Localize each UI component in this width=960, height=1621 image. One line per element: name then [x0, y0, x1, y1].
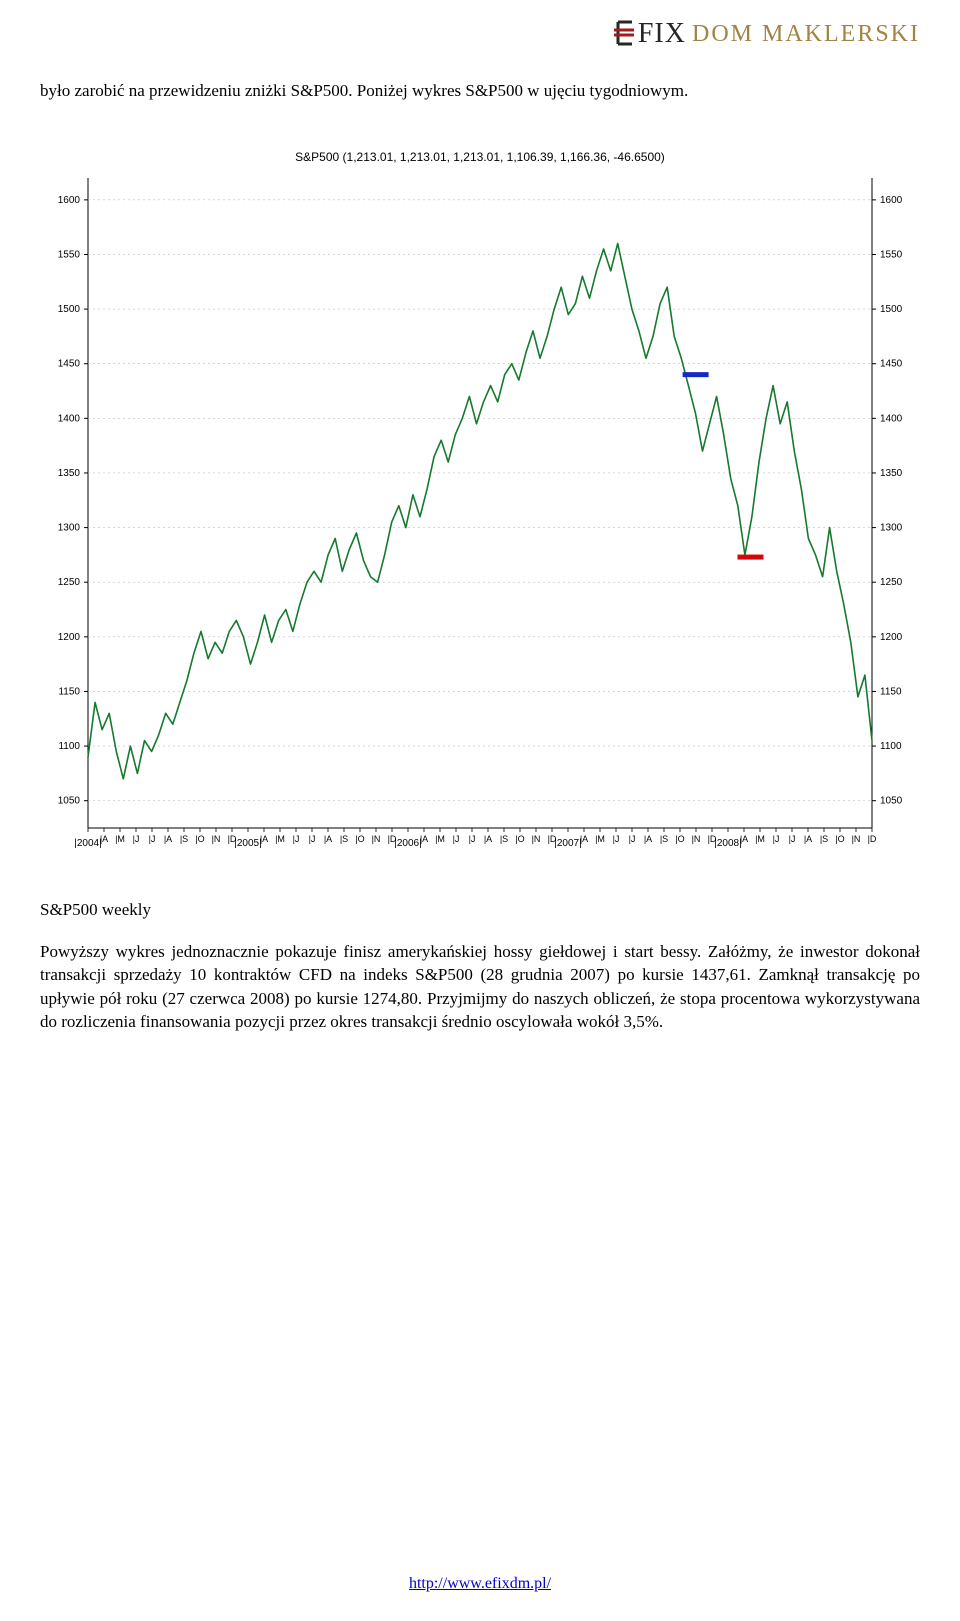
svg-text:|S: |S — [820, 834, 828, 844]
brand-efix: FIX — [614, 18, 686, 50]
svg-text:|M: |M — [435, 834, 445, 844]
svg-text:1050: 1050 — [58, 796, 81, 807]
footer: http://www.efixdm.pl/ — [0, 1575, 960, 1593]
svg-text:|N: |N — [372, 834, 381, 844]
svg-text:|M: |M — [595, 834, 605, 844]
svg-text:1100: 1100 — [880, 741, 902, 752]
svg-text:|A: |A — [164, 834, 172, 844]
svg-text:1150: 1150 — [880, 686, 902, 697]
svg-text:|S: |S — [500, 834, 508, 844]
svg-text:1450: 1450 — [880, 359, 903, 370]
svg-text:1100: 1100 — [58, 741, 80, 752]
svg-text:1200: 1200 — [58, 632, 81, 643]
svg-text:|J: |J — [293, 834, 300, 844]
svg-text:|N: |N — [212, 834, 221, 844]
intro-paragraph: było zarobić na przewidzeniu zniżki S&P5… — [40, 80, 920, 103]
svg-text:|J: |J — [613, 834, 620, 844]
svg-text:|N: |N — [532, 834, 541, 844]
svg-text:|J: |J — [149, 834, 156, 844]
svg-text:|A: |A — [260, 834, 268, 844]
svg-text:|J: |J — [629, 834, 636, 844]
svg-text:|S: |S — [180, 834, 188, 844]
svg-text:1400: 1400 — [880, 413, 903, 424]
svg-text:|A: |A — [484, 834, 492, 844]
svg-text:1550: 1550 — [880, 249, 903, 260]
brand-logo: FIX DOM MAKLERSKI — [614, 18, 920, 50]
svg-text:|J: |J — [469, 834, 476, 844]
svg-text:1500: 1500 — [880, 304, 903, 315]
svg-text:|A: |A — [420, 834, 428, 844]
svg-text:|A: |A — [804, 834, 812, 844]
svg-text:1500: 1500 — [58, 304, 81, 315]
svg-text:|S: |S — [660, 834, 668, 844]
svg-text:|A: |A — [644, 834, 652, 844]
svg-text:1150: 1150 — [58, 686, 80, 697]
svg-text:|J: |J — [309, 834, 316, 844]
brand-efix-text: FIX — [638, 18, 686, 49]
svg-text:1400: 1400 — [58, 413, 81, 424]
svg-text:|O: |O — [835, 834, 844, 844]
svg-text:1250: 1250 — [880, 577, 903, 588]
footer-url-link[interactable]: http://www.efixdm.pl/ — [409, 1575, 551, 1592]
svg-text:|J: |J — [453, 834, 460, 844]
svg-text:|O: |O — [675, 834, 684, 844]
svg-text:|O: |O — [515, 834, 524, 844]
brand-dom-text: DOM MAKLERSKI — [692, 21, 920, 48]
sp500-line-chart: 1050 1050 1100 1100 1150 1150 1200 1200 1250 1250… — [40, 168, 920, 868]
svg-text:1550: 1550 — [58, 249, 81, 260]
analysis-paragraph: Powyższy wykres jednoznacznie pokazuje f… — [40, 940, 920, 1034]
svg-text:|O: |O — [355, 834, 364, 844]
svg-text:|M: |M — [755, 834, 765, 844]
svg-text:1050: 1050 — [880, 796, 903, 807]
svg-text:|2004|: |2004| — [74, 838, 101, 849]
logo-e-icon — [614, 20, 636, 46]
svg-text:|2006|: |2006| — [394, 838, 421, 849]
svg-text:|A: |A — [740, 834, 748, 844]
svg-text:|J: |J — [133, 834, 140, 844]
svg-text:|N: |N — [852, 834, 861, 844]
svg-text:|2008|: |2008| — [714, 838, 741, 849]
svg-text:1450: 1450 — [58, 359, 81, 370]
svg-text:|J: |J — [773, 834, 780, 844]
svg-text:1600: 1600 — [58, 195, 81, 206]
svg-text:|J: |J — [789, 834, 796, 844]
svg-text:|O: |O — [195, 834, 204, 844]
page-header: FIX DOM MAKLERSKI — [614, 18, 920, 50]
svg-text:1300: 1300 — [880, 523, 903, 534]
chart-ohlc-title: S&P500 (1,213.01, 1,213.01, 1,213.01, 1,… — [40, 150, 920, 164]
svg-text:|2005|: |2005| — [234, 838, 261, 849]
svg-text:1600: 1600 — [880, 195, 903, 206]
svg-text:|A: |A — [580, 834, 588, 844]
svg-text:|N: |N — [692, 834, 701, 844]
svg-text:1200: 1200 — [880, 632, 903, 643]
svg-text:1300: 1300 — [58, 523, 81, 534]
svg-text:|M: |M — [275, 834, 285, 844]
svg-text:|A: |A — [100, 834, 108, 844]
svg-text:|M: |M — [115, 834, 125, 844]
svg-text:|S: |S — [340, 834, 348, 844]
sp500-chart: S&P500 (1,213.01, 1,213.01, 1,213.01, 1,… — [40, 150, 920, 868]
svg-text:1350: 1350 — [880, 468, 903, 479]
chart-caption: S&P500 weekly — [40, 900, 151, 920]
svg-text:1250: 1250 — [58, 577, 81, 588]
svg-text:|A: |A — [324, 834, 332, 844]
svg-text:|D: |D — [868, 834, 877, 844]
svg-text:1350: 1350 — [58, 468, 81, 479]
svg-text:|2007|: |2007| — [554, 838, 581, 849]
